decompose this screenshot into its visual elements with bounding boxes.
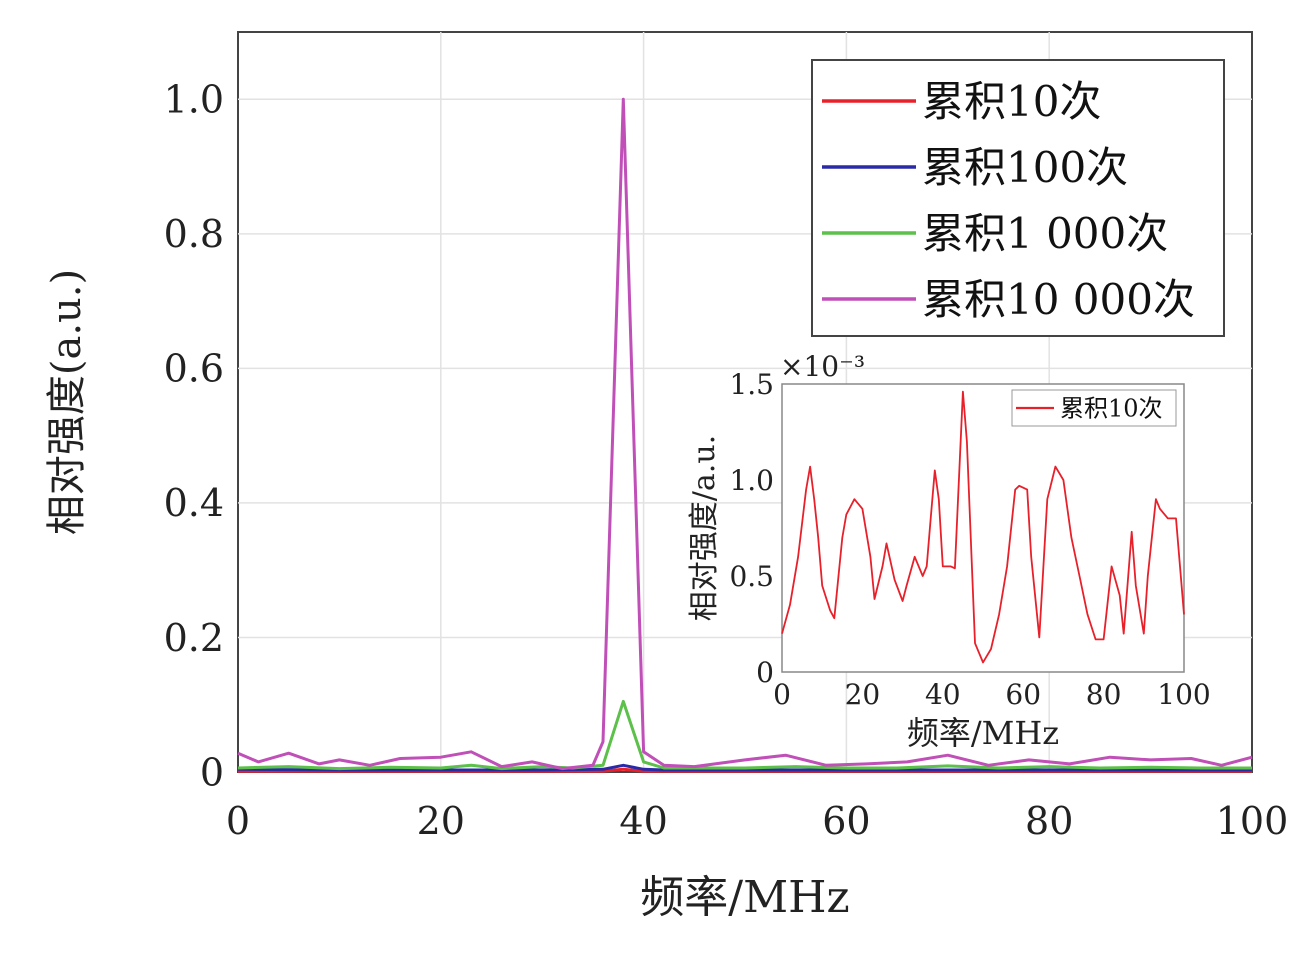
legend-box [811, 59, 1225, 337]
x-tick-label: 60 [1005, 678, 1041, 711]
legend-label-0: 累积10次 [1060, 395, 1163, 423]
y-tick-label: 1.0 [164, 78, 224, 122]
x-tick-label: 20 [417, 799, 465, 843]
y-tick-label: 1.5 [729, 368, 774, 401]
inset-series-group [781, 390, 1185, 664]
y-tick-label: 0 [200, 750, 224, 794]
x-tick-label: 60 [822, 799, 870, 843]
series-line-2 [237, 699, 1252, 771]
x-tick-label: 100 [1216, 799, 1289, 843]
legend-label-2: 累积1 000次 [922, 209, 1168, 258]
series-line-1 [237, 763, 1252, 772]
y-tick-label: 0 [756, 656, 774, 689]
y-tick-label: 0.2 [164, 616, 224, 660]
x-tick-label: 0 [226, 799, 250, 843]
x-tick-label: 20 [845, 678, 881, 711]
x-tick-label: 80 [1086, 678, 1122, 711]
series-line-3 [237, 97, 1253, 771]
x-tick-label: 40 [619, 799, 667, 843]
legend-label-1: 累积100次 [922, 143, 1128, 192]
x-tick-label: 100 [1157, 678, 1210, 711]
inset-chart: 0 20 40 60 80 100 0 0.5 1.0 1.5 ×10⁻³ 频率/MHz 相对强… [687, 350, 1211, 752]
y-tick-label: 1.0 [729, 464, 774, 497]
inset-scale-note: ×10⁻³ [780, 350, 865, 383]
main-y-axis-label: 相对强度(a.u.) [44, 269, 90, 535]
legend-label-3: 累积10 000次 [922, 275, 1195, 324]
y-tick-label: 0.6 [164, 347, 224, 391]
inset-legend: 累积10次 [1011, 389, 1177, 427]
legend-label-0: 累积10次 [922, 77, 1101, 126]
inset-plot-area [781, 383, 1185, 673]
inset-x-axis: 0 20 40 60 80 100 [773, 678, 1211, 711]
main-x-axis-label: 频率/MHz [640, 872, 849, 923]
y-tick-label: 0.4 [164, 481, 224, 525]
y-tick-label: 0.8 [164, 212, 224, 256]
x-tick-label: 40 [925, 678, 961, 711]
inset-y-axis-label: 相对强度/a.u. [687, 435, 722, 621]
inset-x-axis-label: 频率/MHz [907, 714, 1059, 752]
x-tick-label: 0 [773, 678, 791, 711]
series-line-0 [781, 390, 1185, 664]
inset-y-axis: 0 0.5 1.0 1.5 [729, 368, 774, 689]
main-x-axis: 0 20 40 60 80 100 [226, 799, 1288, 843]
main-y-axis: 0 0.2 0.4 0.6 0.8 1.0 [164, 78, 224, 795]
y-tick-label: 0.5 [729, 560, 774, 593]
x-tick-label: 80 [1025, 799, 1073, 843]
main-series-group [237, 97, 1253, 773]
